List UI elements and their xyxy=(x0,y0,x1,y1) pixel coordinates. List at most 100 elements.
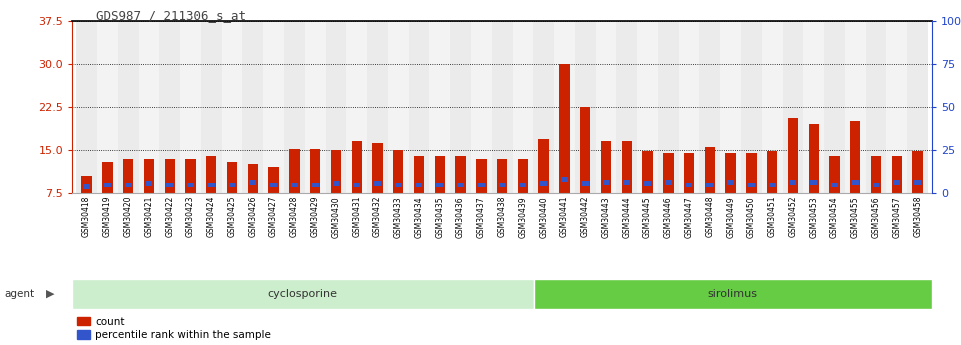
Bar xyxy=(268,167,279,193)
Bar xyxy=(581,181,588,186)
Bar xyxy=(512,21,533,193)
Bar xyxy=(229,183,235,187)
Bar xyxy=(305,21,326,193)
Bar xyxy=(187,183,194,187)
Bar xyxy=(76,21,97,193)
Bar xyxy=(803,21,825,193)
Bar xyxy=(82,176,92,193)
Bar xyxy=(727,180,734,185)
Text: GDS987 / 211306_s_at: GDS987 / 211306_s_at xyxy=(96,9,246,22)
Bar xyxy=(250,180,257,185)
Bar xyxy=(658,21,678,193)
Bar xyxy=(720,21,741,193)
Bar xyxy=(851,180,859,185)
Bar xyxy=(208,183,214,187)
Bar xyxy=(164,159,175,193)
Bar xyxy=(331,150,341,193)
Bar xyxy=(160,21,180,193)
Bar xyxy=(311,183,318,187)
Bar xyxy=(476,159,486,193)
Bar xyxy=(180,21,201,193)
Bar xyxy=(726,153,736,193)
Bar xyxy=(456,156,466,193)
Bar xyxy=(892,156,902,193)
Bar xyxy=(601,141,611,193)
Bar xyxy=(866,21,886,193)
Text: agent: agent xyxy=(5,289,35,299)
Bar xyxy=(706,183,713,187)
Bar xyxy=(686,183,693,187)
Bar xyxy=(333,181,339,186)
Bar xyxy=(414,156,424,193)
Bar xyxy=(533,279,932,309)
Bar xyxy=(104,183,111,187)
Bar xyxy=(102,161,112,193)
Bar xyxy=(416,183,423,187)
Bar xyxy=(457,183,464,187)
Bar xyxy=(408,21,430,193)
Bar xyxy=(538,139,549,193)
Bar xyxy=(492,21,512,193)
Bar xyxy=(845,21,866,193)
Bar xyxy=(704,147,715,193)
Bar xyxy=(790,180,797,185)
Bar xyxy=(886,21,907,193)
Bar xyxy=(575,21,596,193)
Bar xyxy=(644,181,651,186)
Bar xyxy=(248,165,258,193)
Bar xyxy=(678,21,700,193)
Bar xyxy=(747,153,756,193)
Bar xyxy=(372,143,382,193)
Bar xyxy=(166,183,173,187)
Bar xyxy=(663,153,674,193)
Bar xyxy=(352,141,362,193)
Bar xyxy=(873,183,879,187)
Bar xyxy=(554,21,575,193)
Bar xyxy=(125,183,132,187)
Bar xyxy=(684,153,694,193)
Bar xyxy=(326,21,346,193)
Bar xyxy=(471,21,492,193)
Bar xyxy=(767,151,777,193)
Bar xyxy=(580,107,590,193)
Bar xyxy=(354,183,360,187)
Bar xyxy=(894,180,900,185)
Bar xyxy=(450,21,471,193)
Bar xyxy=(769,183,776,187)
Bar xyxy=(561,177,568,182)
Bar xyxy=(825,21,845,193)
Bar xyxy=(637,21,658,193)
Bar xyxy=(540,181,547,186)
Bar xyxy=(596,21,616,193)
Bar xyxy=(499,183,505,187)
Bar xyxy=(782,21,803,193)
Bar xyxy=(497,159,507,193)
Bar xyxy=(118,21,138,193)
Bar xyxy=(520,183,527,187)
Bar xyxy=(346,21,367,193)
Bar xyxy=(912,151,923,193)
Bar xyxy=(242,21,263,193)
Bar xyxy=(201,21,222,193)
Bar xyxy=(97,21,118,193)
Bar xyxy=(831,183,838,187)
Text: ▶: ▶ xyxy=(46,289,55,299)
Bar xyxy=(665,180,672,185)
Bar xyxy=(367,21,388,193)
Text: sirolimus: sirolimus xyxy=(708,289,758,299)
Bar xyxy=(206,156,216,193)
Bar xyxy=(748,183,754,187)
Legend: count, percentile rank within the sample: count, percentile rank within the sample xyxy=(77,317,271,340)
Bar xyxy=(310,149,320,193)
Bar xyxy=(871,156,881,193)
Bar xyxy=(700,21,720,193)
Bar xyxy=(291,183,298,187)
Bar xyxy=(436,183,443,187)
Bar xyxy=(430,21,450,193)
Bar xyxy=(145,181,153,186)
Bar xyxy=(289,149,300,193)
Bar xyxy=(434,156,445,193)
Bar xyxy=(393,150,404,193)
Bar xyxy=(907,21,928,193)
Bar xyxy=(741,21,762,193)
